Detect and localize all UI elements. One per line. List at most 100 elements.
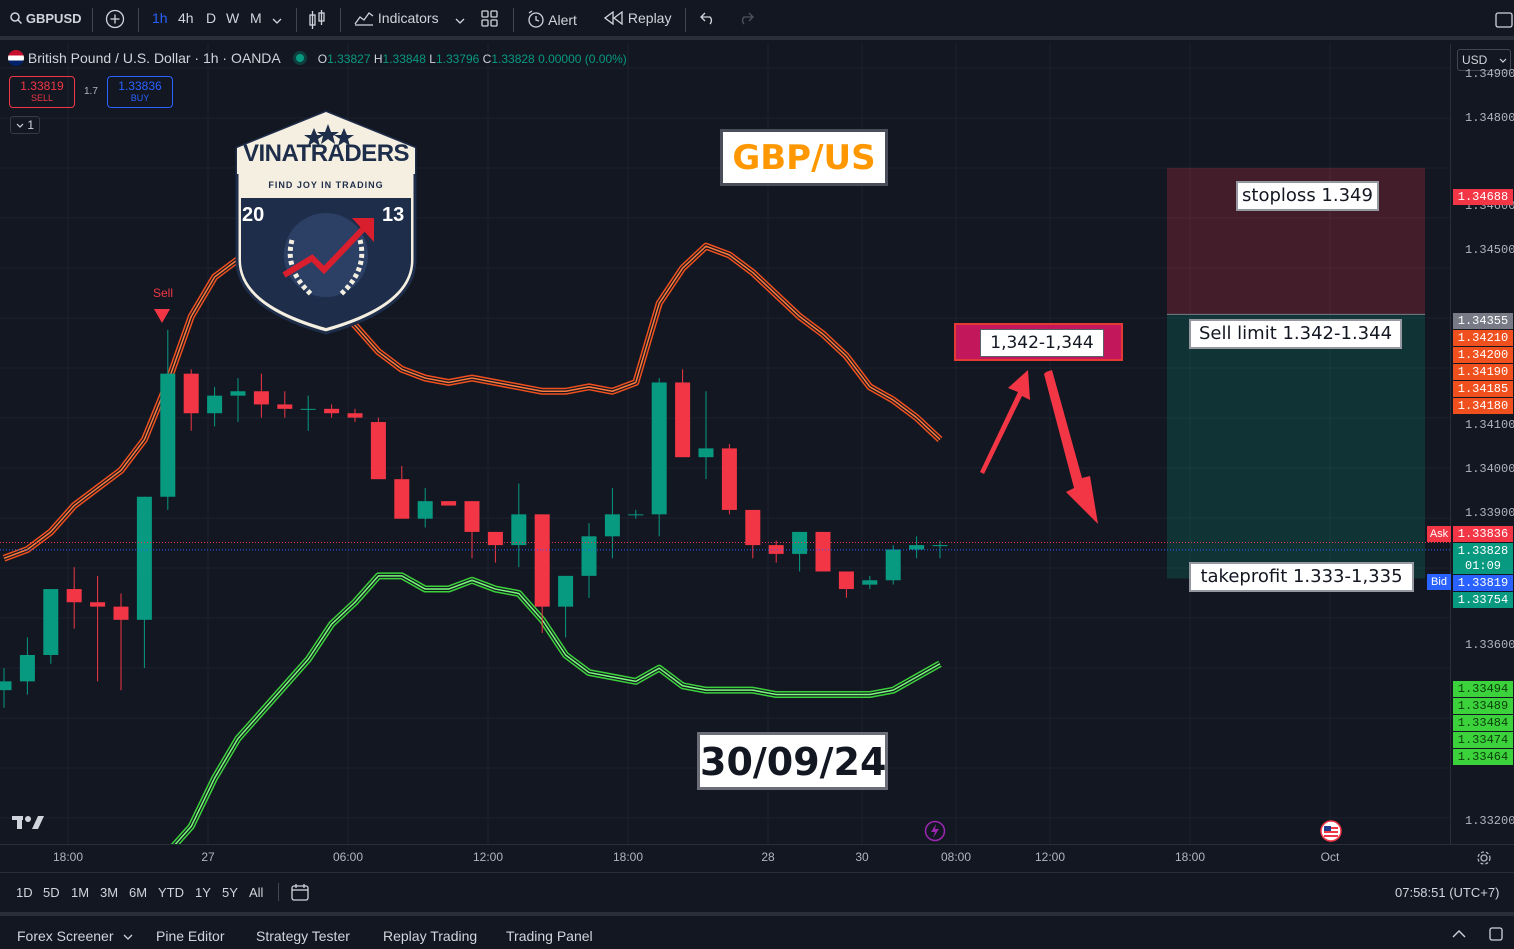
rewind-icon [603, 10, 623, 26]
candle-body [43, 589, 59, 655]
divider [513, 8, 514, 32]
range-5y[interactable]: 5Y [222, 885, 238, 900]
chart-type-button[interactable] [308, 10, 326, 33]
buy-button[interactable]: 1.33836 BUY [107, 76, 173, 108]
candle-body [698, 448, 714, 458]
symbol-name: GBPUSD [25, 11, 82, 26]
candle-body [768, 545, 784, 554]
logo-tagline: FIND JOY IN TRADING [268, 180, 384, 190]
tab-forex-screener[interactable]: Forex Screener [17, 928, 133, 944]
indicator-collapse-button[interactable]: 1 [10, 116, 40, 134]
zone-annotation-frame[interactable]: 1,342-1,344 [954, 323, 1123, 361]
time-tick: 06:00 [332, 850, 364, 864]
candle-body [417, 501, 433, 519]
replay-button[interactable]: Replay [603, 10, 672, 26]
candle-body [838, 571, 854, 590]
lightning-event-icon[interactable] [924, 820, 946, 842]
indicators-button[interactable]: Indicators [354, 10, 439, 26]
tab-replay-trading[interactable]: Replay Trading [383, 928, 478, 944]
price-tag: 01:09 [1453, 558, 1513, 574]
tradingview-logo-icon [12, 816, 44, 829]
price-tag: 1.33754 [1453, 592, 1513, 608]
ohlc-close: 1.33828 [491, 52, 535, 66]
divider [296, 8, 297, 32]
tab-trading-panel[interactable]: Trading Panel [506, 928, 593, 944]
interval-m[interactable]: M [250, 10, 262, 26]
candle-body [347, 413, 363, 418]
chevron-up-icon[interactable] [1452, 930, 1466, 938]
divider [92, 8, 93, 32]
price-tick: 1.33200 [1465, 814, 1514, 829]
interval-4h[interactable]: 4h [178, 10, 194, 26]
tab-pine-editor[interactable]: Pine Editor [156, 928, 225, 944]
interval-d[interactable]: D [206, 10, 217, 26]
goto-date-icon[interactable] [291, 883, 311, 901]
tab-strategy-tester[interactable]: Strategy Tester [256, 928, 350, 944]
candle-body [277, 404, 293, 409]
sell-button[interactable]: 1.33819 SELL [9, 76, 75, 108]
alarm-clock-icon [528, 10, 544, 28]
ohlc-low: 1.33796 [435, 52, 480, 66]
time-tick: 30 [855, 850, 869, 864]
range-3m[interactable]: 3M [100, 885, 119, 900]
interval-1h[interactable]: 1h [152, 10, 168, 26]
candle-body [511, 514, 527, 546]
alert-label: Alert [548, 12, 577, 28]
candle-body [113, 606, 129, 620]
clock[interactable]: 07:58:51 (UTC+7) [1395, 885, 1500, 900]
candle-body [628, 514, 644, 516]
sell-limit-label[interactable]: Sell limit 1.342-1.344 [1189, 319, 1402, 349]
price-tag: 1.34355 [1453, 313, 1513, 329]
price-axis[interactable]: USD 1.34900 1.34800 1.34600 1.34500 1.34100 1… [1450, 44, 1514, 844]
price-tag: 1.33494 [1453, 681, 1513, 697]
fullscreen-button[interactable] [1495, 12, 1513, 31]
candle-body [253, 391, 269, 405]
ohlc-high: 1.33848 [382, 52, 426, 66]
symbol-title[interactable]: British Pound / U.S. Dollar · 1h · OANDA [27, 50, 280, 66]
candle-body [300, 408, 316, 410]
window-icon [1495, 12, 1513, 28]
pair-annotation[interactable]: GBP/US [720, 129, 888, 186]
range-6m[interactable]: 6M [129, 885, 148, 900]
flag-icon [8, 50, 24, 66]
takeprofit-label[interactable]: takeprofit 1.333-1,335 [1189, 562, 1414, 592]
compare-button[interactable] [105, 9, 125, 32]
price-tag: 1.33484 [1453, 715, 1513, 731]
logo-shield-icon [235, 110, 417, 335]
range-ytd[interactable]: YTD [158, 885, 184, 900]
range-1m[interactable]: 1M [71, 885, 90, 900]
interval-dropdown[interactable] [272, 12, 282, 28]
logo-name: VINATRADERS [242, 140, 410, 167]
candle-body [581, 536, 597, 576]
tradingview-logo[interactable] [12, 814, 44, 835]
layouts-button[interactable] [481, 10, 499, 31]
stoploss-label[interactable]: stoploss 1.349 [1236, 181, 1379, 211]
direction-arrows [980, 370, 1098, 524]
us-flag-event-icon[interactable] [1320, 820, 1342, 842]
plus-circle-icon [105, 9, 125, 29]
range-5d[interactable]: 5D [43, 885, 60, 900]
candle-body [792, 531, 808, 554]
currency-selector[interactable]: USD [1457, 49, 1511, 71]
redo-icon [741, 12, 754, 25]
range-all[interactable]: All [249, 885, 264, 900]
symbol-search-button[interactable]: GBPUSD [10, 10, 82, 26]
candle-body [90, 602, 106, 607]
alert-button[interactable]: Alert [527, 10, 577, 28]
undo-button[interactable] [700, 11, 716, 28]
settings-gear-icon[interactable] [1476, 850, 1492, 866]
maximize-panel-icon[interactable] [1489, 927, 1503, 941]
price-tick: 1.34000 [1465, 462, 1514, 477]
redo-button[interactable] [738, 11, 754, 28]
replay-label: Replay [627, 10, 672, 26]
candle-body [207, 395, 223, 414]
range-1d[interactable]: 1D [16, 885, 33, 900]
range-1y[interactable]: 1Y [195, 885, 211, 900]
indicators-dropdown[interactable] [455, 12, 465, 28]
currency-label: USD [1462, 53, 1488, 67]
interval-w[interactable]: W [226, 10, 240, 26]
price-tag: 1.33819 [1453, 575, 1513, 591]
date-annotation[interactable]: 30/09/24 [697, 732, 888, 790]
down-arrow-icon [1044, 370, 1098, 524]
chevron-down-icon [272, 18, 282, 24]
